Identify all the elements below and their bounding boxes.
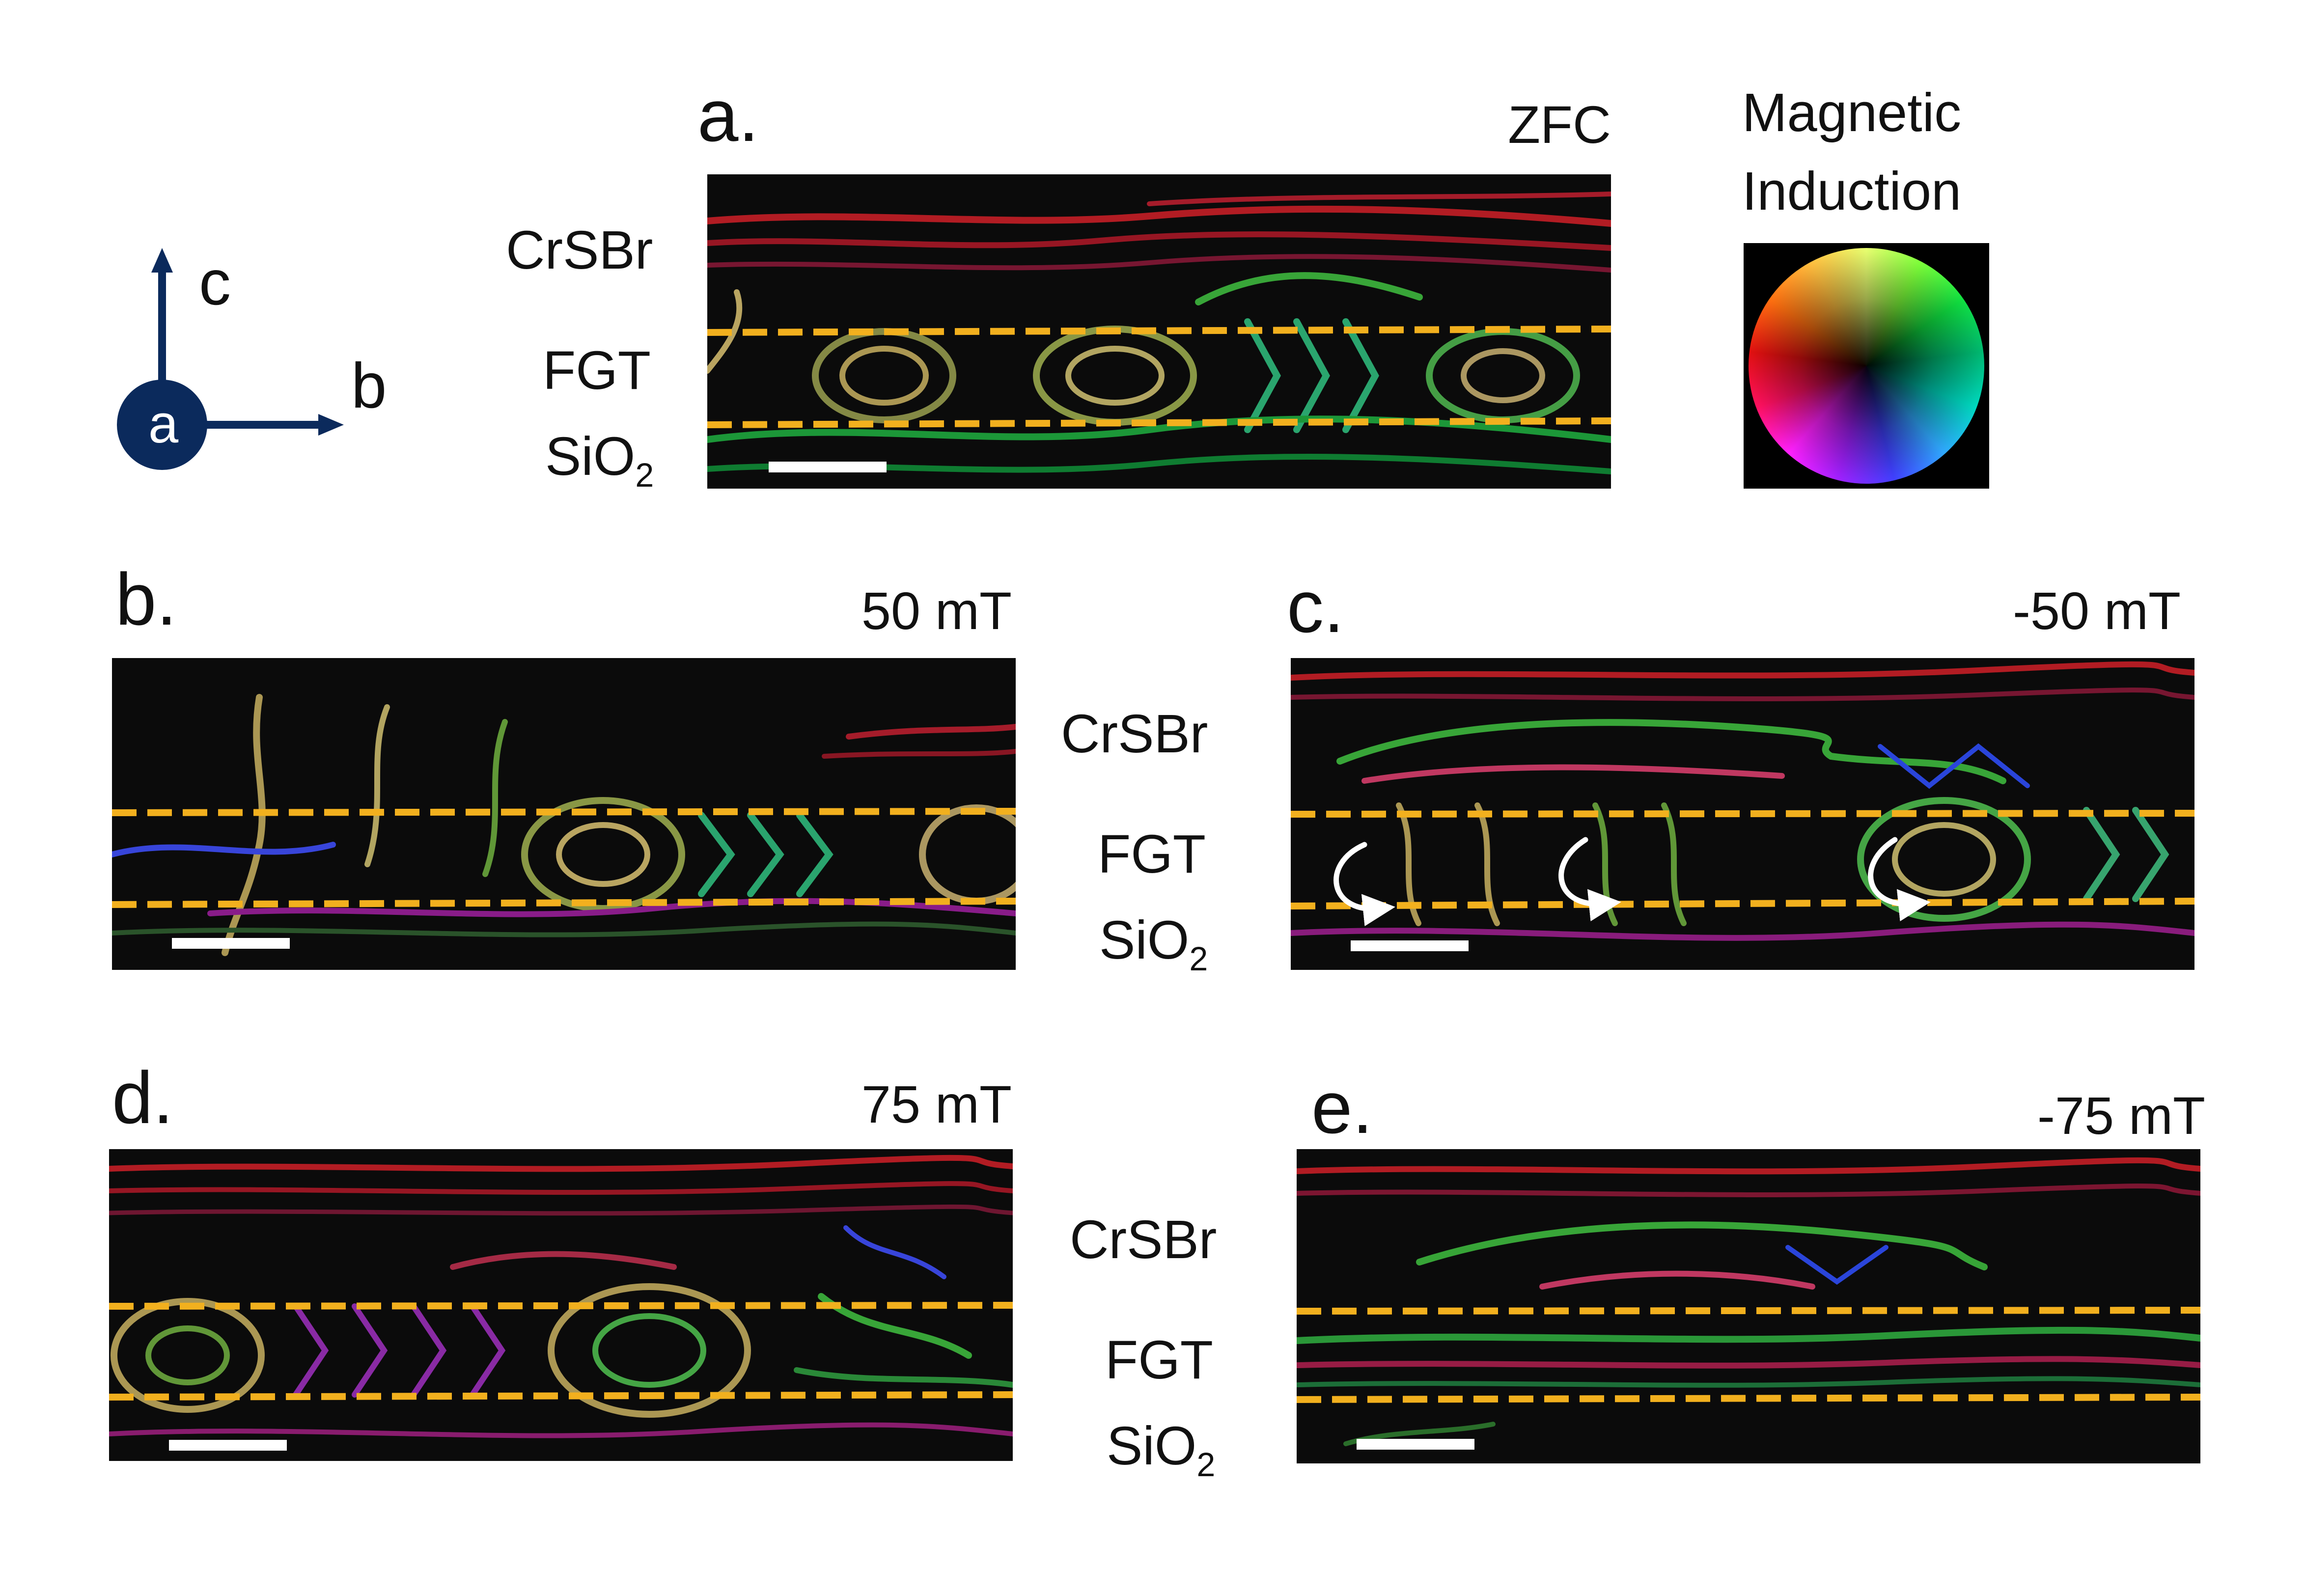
colorwheel-title-line1: Magnetic [1742,83,1962,143]
lorentz-image-b [112,658,1016,970]
field-label-c: -50 mT [2012,581,2181,640]
panel-letter-e: e. [1311,1066,1373,1149]
layer-label-fgt: FGT [543,340,651,401]
field-label-d: 75 mT [861,1074,1012,1134]
axis-label-a: a [148,394,179,454]
lorentz-image-c [1291,658,2194,970]
colorwheel [1744,243,1989,489]
field-label-b: 50 mT [861,581,1012,640]
panel-letter-c: c. [1287,565,1344,648]
field-label-a: ZFC [1508,95,1611,154]
lorentz-image-e [1297,1149,2200,1463]
scale-bar-e [1357,1439,1474,1450]
colorwheel-disc [1749,248,1984,484]
scale-bar-b [172,938,290,949]
layer-label-fgt-bc: FGT [1098,824,1206,884]
layer-label-sio2-bc: SiO2 [1099,910,1208,978]
lorentz-image-d [109,1149,1013,1461]
panel-letter-a: a. [697,74,759,157]
layer-label-crsbr: CrSBr [506,220,653,280]
axis-label-b: b [351,350,387,421]
field-label-e: -75 mT [2037,1086,2205,1145]
lorentz-image-a [707,174,1611,489]
axes-legend: c b a [113,236,387,491]
panel-letter-d: d. [112,1056,174,1139]
scale-bar-d [169,1440,287,1451]
scale-bar-c [1351,940,1469,951]
layer-label-sio2-de: SiO2 [1107,1416,1216,1484]
layer-label-crsbr-bc: CrSBr [1061,704,1208,764]
layer-label-fgt-de: FGT [1105,1330,1213,1390]
layer-label-sio2: SiO2 [545,426,654,494]
axis-label-c: c [199,247,231,318]
scale-bar-a [769,462,887,472]
layer-label-crsbr-de: CrSBr [1070,1210,1217,1270]
panel-letter-b: b. [115,558,177,640]
colorwheel-title: Magnetic Induction [1680,74,2024,230]
chirality-arrows [1333,837,1931,927]
colorwheel-title-line2: Induction [1742,161,1962,221]
